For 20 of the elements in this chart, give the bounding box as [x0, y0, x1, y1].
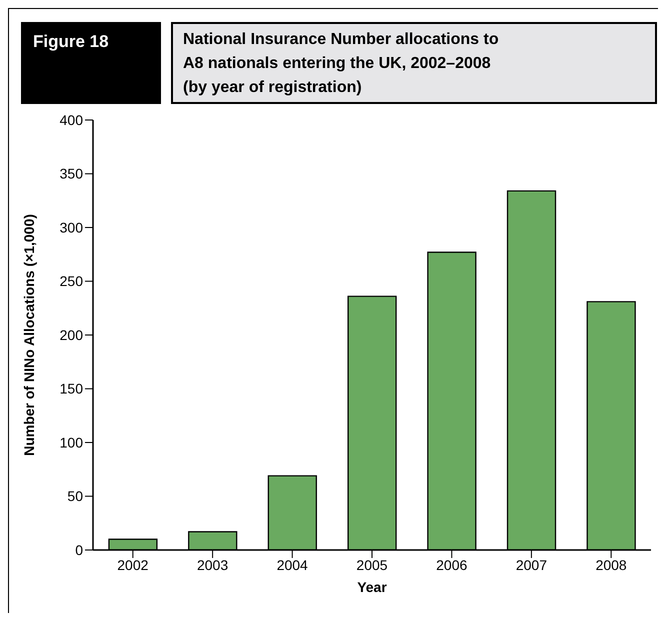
y-tick-label: 250 [60, 273, 84, 290]
caption: Figure 18 [33, 32, 110, 52]
x-tick-label: 2007 [516, 556, 548, 573]
y-tick-label: 350 [60, 166, 84, 182]
y-tick-label: 300 [60, 219, 84, 236]
y-tick-label: 100 [60, 434, 84, 450]
x-tick-label: 2002 [117, 556, 149, 573]
x-tick-label: 2008 [596, 556, 627, 573]
x-tick-label: 2006 [436, 556, 468, 573]
x-tick-label: 2004 [276, 556, 308, 573]
x-tick-label: 2003 [196, 556, 228, 573]
y-tick-label: 200 [60, 326, 84, 343]
y-tick-label: 50 [67, 488, 84, 504]
y-tick-label: 0 [75, 542, 84, 558]
y-axis-title: Number of NINo Allocations (×1,000) [20, 214, 37, 456]
y-tick-label: 150 [60, 380, 84, 397]
y-tick-label: 400 [60, 112, 84, 128]
x-axis-title: Year [357, 579, 388, 595]
x-tick-label: 2005 [356, 556, 388, 573]
chart-title: National Insurance Number allocations to A8 nationals entering the UK, 2002–2008 (by year of registration) [171, 22, 657, 104]
